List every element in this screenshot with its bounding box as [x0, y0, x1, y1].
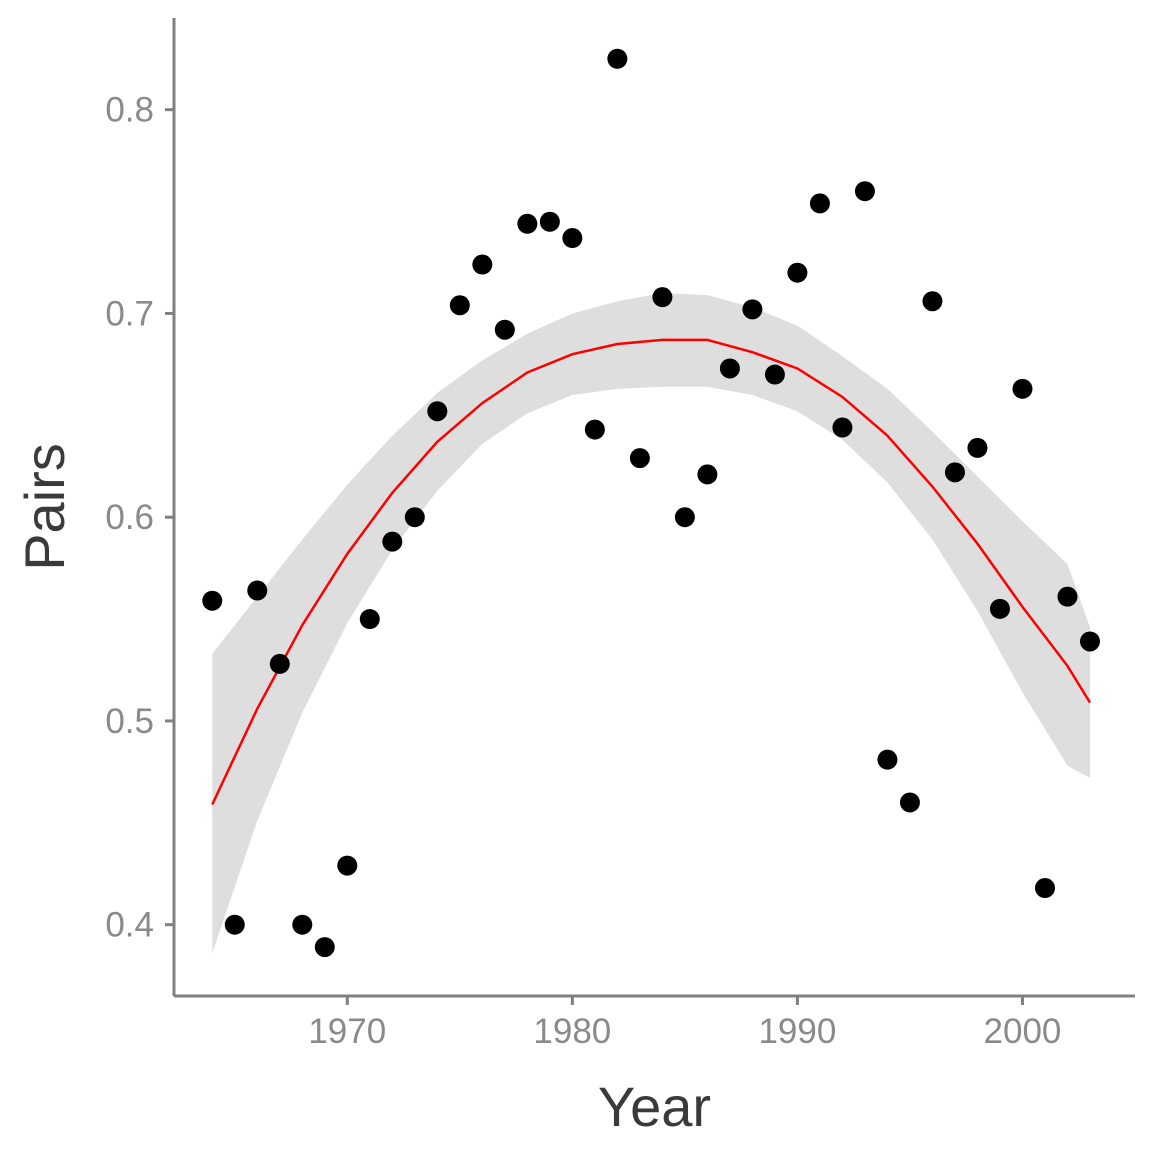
data-point — [674, 507, 695, 528]
data-point — [652, 287, 673, 308]
fit-line-layer — [211, 338, 1092, 806]
data-point — [697, 464, 718, 485]
data-point — [494, 319, 515, 340]
data-point — [629, 448, 650, 469]
data-point — [292, 914, 313, 935]
x-tick-label: 1970 — [308, 1012, 386, 1051]
data-point — [809, 193, 830, 214]
x-tick-label: 1980 — [533, 1012, 611, 1051]
data-point — [539, 211, 560, 232]
x-tick-label: 2000 — [984, 1012, 1062, 1051]
data-point — [247, 580, 268, 601]
y-tick-label: 0.6 — [105, 498, 154, 537]
data-point — [832, 417, 853, 438]
data-point — [562, 228, 583, 249]
data-point — [269, 653, 290, 674]
data-point — [764, 364, 785, 385]
data-point — [1057, 586, 1078, 607]
y-tick-label: 0.4 — [105, 906, 154, 945]
data-point — [202, 590, 223, 611]
data-point — [584, 419, 605, 440]
data-point — [382, 531, 403, 552]
data-point — [427, 401, 448, 422]
data-point — [899, 792, 920, 813]
data-point — [922, 291, 943, 312]
y-axis-title: Pairs — [13, 443, 76, 571]
y-tick-label: 0.7 — [105, 294, 154, 333]
x-ticks: 1970 1980 1990 2000 — [308, 996, 1061, 1051]
data-point — [877, 749, 898, 770]
x-tick-label: 1990 — [758, 1012, 836, 1051]
data-point — [719, 358, 740, 379]
x-axis-title: Year — [598, 1075, 711, 1138]
data-point — [1034, 878, 1055, 899]
data-point — [472, 254, 493, 275]
confidence-band — [212, 293, 1090, 954]
data-point — [967, 437, 988, 458]
data-point — [404, 507, 425, 528]
data-point — [224, 914, 245, 935]
data-point — [517, 213, 538, 234]
data-point — [337, 855, 358, 876]
y-tick-label: 0.5 — [105, 702, 154, 741]
data-points-layer — [202, 48, 1100, 958]
data-point — [449, 295, 470, 316]
data-point — [854, 181, 875, 202]
data-point — [742, 299, 763, 320]
data-point — [314, 937, 335, 958]
fit-line — [211, 338, 1092, 806]
data-point — [1079, 631, 1100, 652]
data-point — [787, 262, 808, 283]
data-point — [1012, 378, 1033, 399]
axes-layer — [172, 18, 1135, 998]
data-point — [989, 598, 1010, 619]
data-point — [607, 48, 628, 69]
data-point — [944, 462, 965, 483]
y-ticks: 0.4 0.5 0.6 0.7 0.8 — [105, 91, 174, 945]
confidence-band-layer — [212, 293, 1090, 954]
data-point — [359, 609, 380, 630]
y-tick-label: 0.8 — [105, 91, 154, 130]
